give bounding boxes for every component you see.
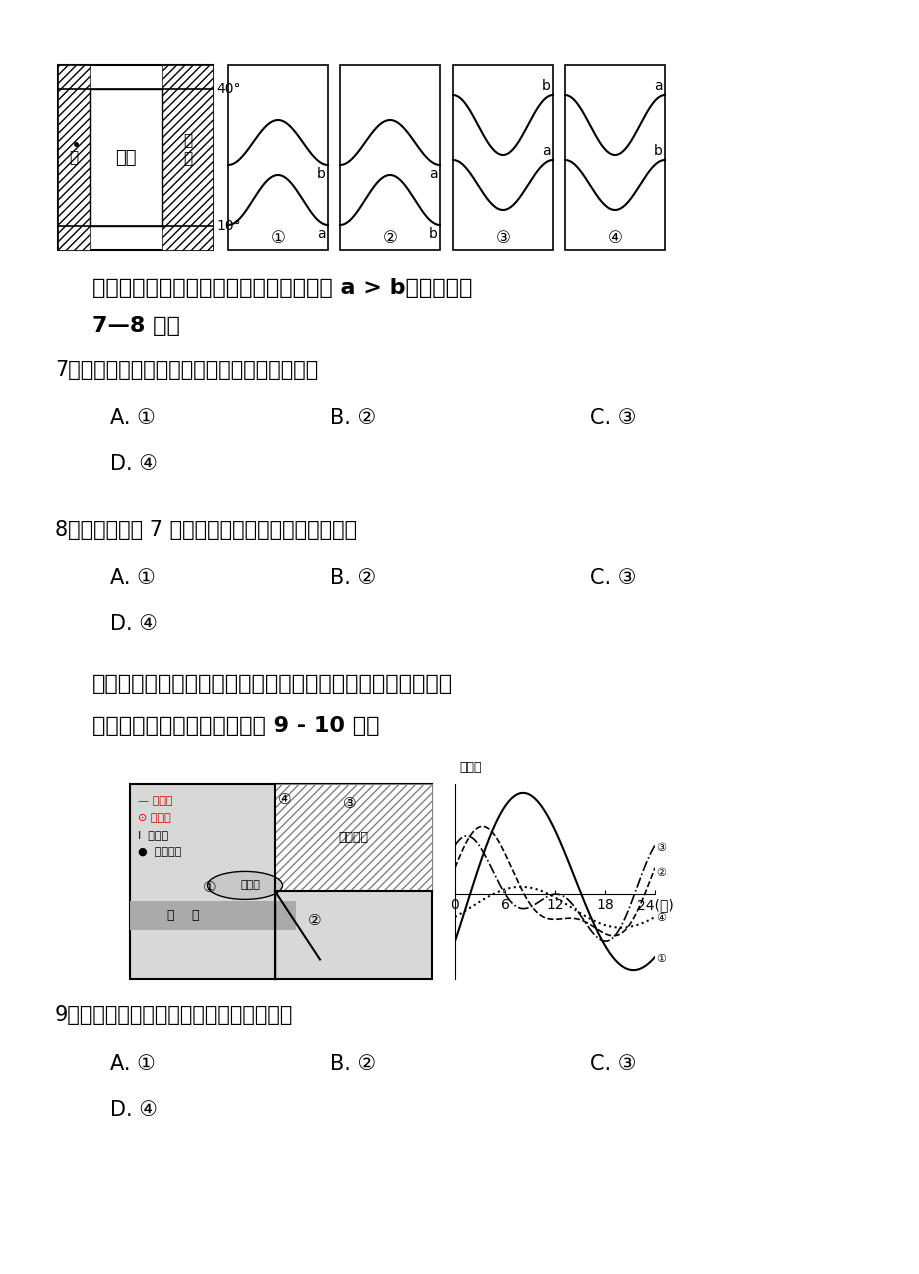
Text: C. ③: C. ③: [589, 1054, 636, 1074]
Text: 10°: 10°: [216, 219, 241, 233]
Bar: [130, 784, 432, 978]
Text: B. ②: B. ②: [330, 1054, 376, 1074]
Text: C. ③: C. ③: [589, 568, 636, 589]
Text: 甲: 甲: [69, 150, 78, 166]
Bar: [275, 784, 432, 892]
Bar: [58, 65, 90, 250]
Text: 珠江新城是广州市区内新规划建成的中心商务区。下图为珠江: 珠江新城是广州市区内新规划建成的中心商务区。下图为珠江: [92, 674, 453, 694]
Text: ①: ①: [203, 880, 217, 894]
Text: ④: ④: [278, 791, 291, 806]
Text: 读海陆分布示意图及等温线分布图，图中 a > b。据此回答: 读海陆分布示意图及等温线分布图，图中 a > b。据此回答: [92, 278, 471, 298]
Text: a: a: [317, 227, 325, 241]
Text: D. ④: D. ④: [110, 1099, 158, 1120]
Text: 9．图示区域最有可能成为高级住宅区的是: 9．图示区域最有可能成为高级住宅区的是: [55, 1005, 293, 1026]
Text: ①: ①: [656, 954, 666, 964]
Bar: [90, 89, 162, 225]
Bar: [130, 901, 296, 930]
Text: I  电视塔: I 电视塔: [138, 829, 168, 840]
Bar: [340, 65, 439, 250]
Text: 二沙岛: 二沙岛: [240, 880, 260, 891]
Bar: [162, 65, 213, 250]
Bar: [58, 65, 213, 250]
Text: 珠: 珠: [166, 910, 174, 922]
Text: 40°: 40°: [216, 82, 240, 96]
Text: A. ①: A. ①: [110, 568, 155, 589]
Text: ④: ④: [656, 913, 666, 922]
Text: D. ④: D. ④: [110, 454, 158, 474]
Text: C. ③: C. ③: [589, 408, 636, 428]
Text: 新城及周边位置图，读图回答 9 - 10 题。: 新城及周边位置图，读图回答 9 - 10 题。: [92, 716, 380, 736]
Text: 7．能正确表示甲海域表层海水等温线分布的是: 7．能正确表示甲海域表层海水等温线分布的是: [55, 361, 318, 380]
Text: a: a: [429, 167, 437, 181]
Text: 海
洋: 海 洋: [183, 134, 192, 166]
Text: 8．能正确表示 7 月该区域陆地等温线分布特点的是: 8．能正确表示 7 月该区域陆地等温线分布特点的是: [55, 520, 357, 540]
Text: 珠江新城: 珠江新城: [338, 831, 369, 845]
Text: ③: ③: [495, 229, 510, 247]
Text: 江: 江: [191, 910, 199, 922]
Text: D. ④: D. ④: [110, 614, 158, 634]
Text: ⊙ 地铁站: ⊙ 地铁站: [138, 813, 171, 823]
Text: b: b: [428, 227, 437, 241]
Text: ②: ②: [656, 868, 666, 878]
Text: 陆地: 陆地: [115, 149, 137, 167]
Text: b: b: [541, 79, 550, 93]
Text: A. ①: A. ①: [110, 408, 155, 428]
Text: a: a: [653, 79, 663, 93]
Text: ③: ③: [343, 796, 357, 812]
Text: ③: ③: [656, 843, 666, 854]
Ellipse shape: [208, 871, 282, 899]
Text: — 地铁线: — 地铁线: [138, 796, 173, 806]
Text: b: b: [317, 167, 325, 181]
Text: ●  文化设施: ● 文化设施: [138, 847, 181, 857]
Text: b: b: [653, 144, 663, 158]
Bar: [228, 65, 328, 250]
Bar: [452, 65, 552, 250]
Text: B. ②: B. ②: [330, 568, 376, 589]
Text: A. ①: A. ①: [110, 1054, 155, 1074]
Text: 人口数: 人口数: [459, 762, 481, 775]
Text: a: a: [542, 144, 550, 158]
Bar: [564, 65, 664, 250]
Text: ②: ②: [382, 229, 397, 247]
Text: B. ②: B. ②: [330, 408, 376, 428]
Text: ④: ④: [607, 229, 622, 247]
Text: ①: ①: [270, 229, 285, 247]
Text: ②: ②: [308, 913, 322, 927]
Text: 7—8 题。: 7—8 题。: [92, 316, 180, 336]
